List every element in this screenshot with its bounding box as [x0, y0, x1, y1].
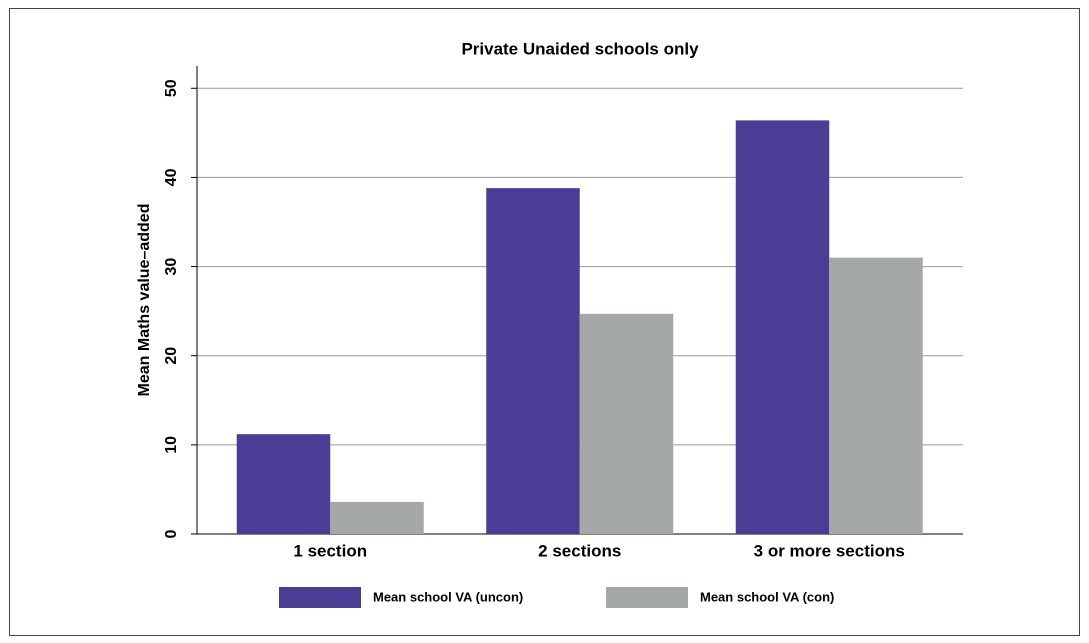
x-tick-label: 1 section	[293, 541, 367, 560]
bar	[735, 120, 830, 535]
legend-swatch	[606, 587, 688, 608]
chart-title: Private Unaided schools only	[461, 39, 699, 58]
bar	[236, 434, 331, 534]
y-tick-label: 10	[163, 436, 180, 454]
bar	[486, 188, 580, 534]
y-tick-label: 40	[163, 168, 180, 186]
legend-label: Mean school VA (con)	[700, 589, 834, 604]
y-tick-label: 50	[163, 79, 180, 97]
y-tick-label: 20	[163, 347, 180, 365]
bar	[829, 257, 923, 534]
bar	[330, 501, 424, 534]
legend-swatch	[279, 587, 361, 608]
bar	[579, 313, 674, 534]
y-tick-label: 30	[163, 258, 180, 276]
y-axis-label: Mean Maths value–added	[136, 204, 153, 397]
legend-label: Mean school VA (uncon)	[373, 589, 523, 604]
x-tick-label: 2 sections	[538, 541, 621, 560]
y-tick-label: 0	[163, 529, 180, 538]
x-tick-label: 3 or more sections	[754, 541, 905, 560]
